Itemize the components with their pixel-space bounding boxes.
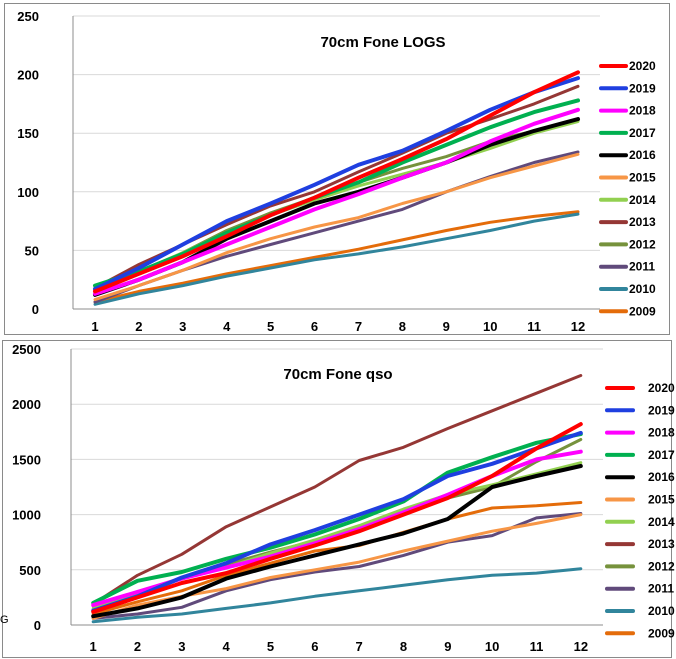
y-tick-label: 0 (34, 618, 41, 633)
x-tick-label: 8 (400, 639, 407, 654)
legend-label-2009: 2009 (648, 626, 675, 640)
y-tick-label: 500 (19, 563, 41, 578)
x-tick-label: 6 (311, 319, 318, 334)
x-tick-label: 1 (91, 319, 98, 334)
series-line-2017 (91, 432, 583, 605)
y-tick-label: 0 (32, 302, 39, 317)
series-line-2015 (93, 152, 580, 302)
y-tick-label: 100 (17, 185, 39, 200)
series-line-2019 (91, 430, 583, 613)
series-line-2009 (91, 501, 583, 616)
x-tick-label: 6 (311, 639, 318, 654)
legend-label-2017: 2017 (629, 126, 656, 140)
x-tick-label: 5 (267, 639, 274, 654)
legend-label-2009: 2009 (629, 304, 656, 318)
chart-title: 70cm Fone qso (283, 366, 392, 383)
y-tick-label: 50 (25, 243, 39, 258)
legend-label-2019: 2019 (629, 81, 656, 95)
series-line-2009 (93, 210, 580, 304)
legend-label-2010: 2010 (629, 282, 656, 296)
x-tick-label: 10 (485, 639, 499, 654)
x-tick-label: 7 (356, 639, 363, 654)
x-tick-label: 10 (483, 319, 497, 334)
series-line-2020 (93, 70, 580, 294)
x-tick-label: 5 (267, 319, 274, 334)
chart-qso-panel[interactable]: 0 500 1000 1500 2000 2500 1 2 3 4 5 6 7 8 9 10 11 12 70cm … (2, 340, 675, 658)
legend-label-2020: 2020 (629, 59, 656, 73)
legend-label-2020: 2020 (648, 381, 675, 395)
x-tick-label: 8 (399, 319, 406, 334)
y-tick-label: 2000 (12, 397, 41, 412)
legend-label-2012: 2012 (629, 237, 656, 251)
legend-label-2016: 2016 (629, 148, 656, 162)
y-tick-label: 2500 (12, 342, 41, 357)
legend-label-2011: 2011 (648, 582, 674, 596)
x-tick-label: 11 (530, 639, 544, 654)
y-tick-label: 150 (17, 126, 39, 141)
series-line-2011 (91, 512, 583, 620)
chart-logs-panel[interactable]: 0 50 100 150 200 250 1 2 3 4 5 6 7 8 9 10 11 12 70cm Fone … (4, 3, 670, 335)
legend-label-2011: 2011 (629, 260, 655, 274)
series-line-2018 (93, 107, 580, 296)
legend-label-2015: 2015 (629, 171, 656, 185)
x-tick-label: 1 (90, 639, 97, 654)
x-tick-label: 9 (443, 319, 450, 334)
x-tick-label: 4 (223, 319, 231, 334)
legend-label-2017: 2017 (648, 448, 675, 462)
chart-title: 70cm Fone LOGS (320, 34, 445, 51)
series-line-2010 (91, 567, 583, 624)
legend-label-2018: 2018 (648, 426, 675, 440)
x-tick-label: 11 (527, 319, 541, 334)
legend-label-2019: 2019 (648, 403, 675, 417)
y-tick-label: 1000 (12, 508, 41, 523)
series-line-2020 (91, 422, 583, 614)
y-tick-label: 200 (17, 68, 39, 83)
series-line-2010 (93, 212, 580, 306)
x-tick-label: 4 (223, 639, 231, 654)
legend-label-2014: 2014 (648, 515, 675, 529)
x-tick-label: 3 (179, 319, 186, 334)
x-tick-label: 3 (178, 639, 185, 654)
series-line-2016 (91, 464, 583, 619)
legend-label-2018: 2018 (629, 104, 656, 118)
x-tick-label: 12 (571, 319, 585, 334)
legend-label-2014: 2014 (629, 193, 656, 207)
cell-edge-text: G (0, 614, 9, 626)
x-tick-label: 7 (355, 319, 362, 334)
y-tick-label: 250 (17, 9, 39, 24)
series-line-2019 (93, 76, 580, 292)
legend-label-2010: 2010 (648, 604, 675, 618)
legend-label-2013: 2013 (648, 537, 675, 551)
legend-label-2013: 2013 (629, 215, 656, 229)
series-line-2013 (91, 374, 583, 606)
y-tick-label: 1500 (12, 452, 41, 467)
x-tick-label: 2 (134, 639, 141, 654)
x-tick-label: 9 (444, 639, 451, 654)
x-tick-label: 2 (135, 319, 142, 334)
x-tick-label: 12 (574, 639, 588, 654)
series-line-2017 (93, 98, 580, 288)
legend-label-2015: 2015 (648, 493, 675, 507)
legend-label-2012: 2012 (648, 559, 675, 573)
legend-label-2016: 2016 (648, 470, 675, 484)
